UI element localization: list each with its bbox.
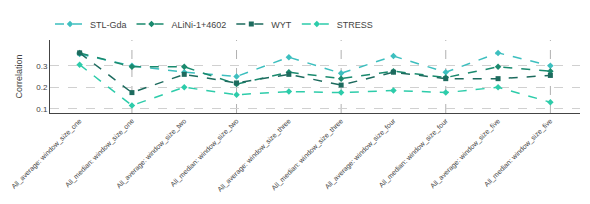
svg-text:WYT: WYT [271, 20, 291, 30]
svg-text:0.1: 0.1 [36, 105, 48, 114]
svg-text:All_average: window_size_two: All_average: window_size_two [115, 117, 188, 190]
svg-text:All_average: window_size_four: All_average: window_size_four [323, 117, 397, 191]
svg-text:ALiNi-1+4602: ALiNi-1+4602 [172, 20, 227, 30]
svg-text:All_median: window_size_three: All_median: window_size_three [270, 117, 345, 192]
svg-text:All_median: window_size_four: All_median: window_size_four [377, 117, 450, 190]
svg-text:0.3: 0.3 [36, 62, 48, 71]
svg-text:0.2: 0.2 [36, 83, 48, 92]
svg-text:All_average: window_size_five: All_average: window_size_five [429, 117, 502, 190]
svg-text:STRESS: STRESS [337, 20, 373, 30]
svg-text:All_median: window_size_one: All_median: window_size_one [64, 117, 136, 189]
svg-text:All_median: window_size_five: All_median: window_size_five [483, 117, 554, 188]
svg-text:All_average: window_size_three: All_average: window_size_three [216, 117, 293, 194]
svg-text:STL-Gda: STL-Gda [90, 20, 127, 30]
svg-text:Correlation: Correlation [14, 54, 24, 98]
svg-text:All_median: window_size_two: All_median: window_size_two [169, 117, 240, 188]
svg-text:All_average: window_size_one: All_average: window_size_one [10, 117, 84, 191]
